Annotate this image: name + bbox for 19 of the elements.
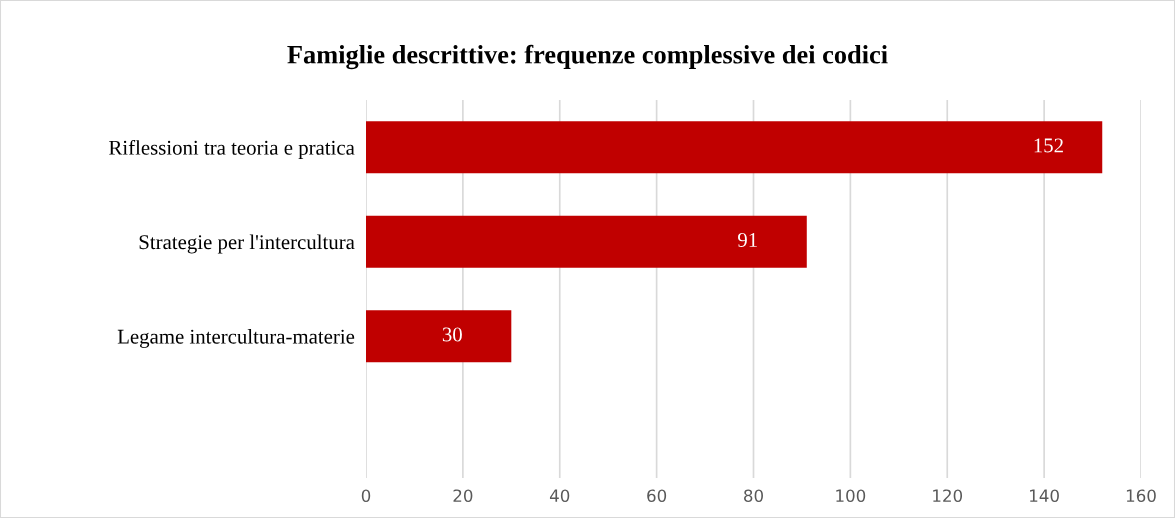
x-tick-label: 160	[1126, 489, 1156, 503]
x-tick-label: 140	[1030, 489, 1059, 503]
bar	[366, 215, 807, 268]
x-tick-label: 60	[647, 489, 667, 503]
x-tick-label: 20	[453, 489, 473, 503]
bar	[366, 121, 1103, 174]
x-tick-label: 0	[361, 489, 371, 503]
bar	[366, 310, 512, 363]
chart-title: Famiglie descrittive: frequenze complessive dei codici	[287, 44, 888, 70]
data-label: 91	[738, 232, 757, 247]
y-tick-label: Legame intercultura-materie	[117, 329, 355, 348]
data-label: 152	[1034, 138, 1063, 153]
data-label: 30	[442, 327, 462, 342]
x-tick-label: 80	[744, 489, 763, 503]
x-tick-label: 40	[549, 489, 570, 503]
x-tick-label: 100	[836, 489, 866, 503]
x-tick-label: 120	[933, 489, 963, 503]
y-tick-label: Riflessioni tra teoria e pratica	[109, 139, 355, 160]
y-tick-label: Strategie per l'intercultura	[139, 234, 355, 254]
